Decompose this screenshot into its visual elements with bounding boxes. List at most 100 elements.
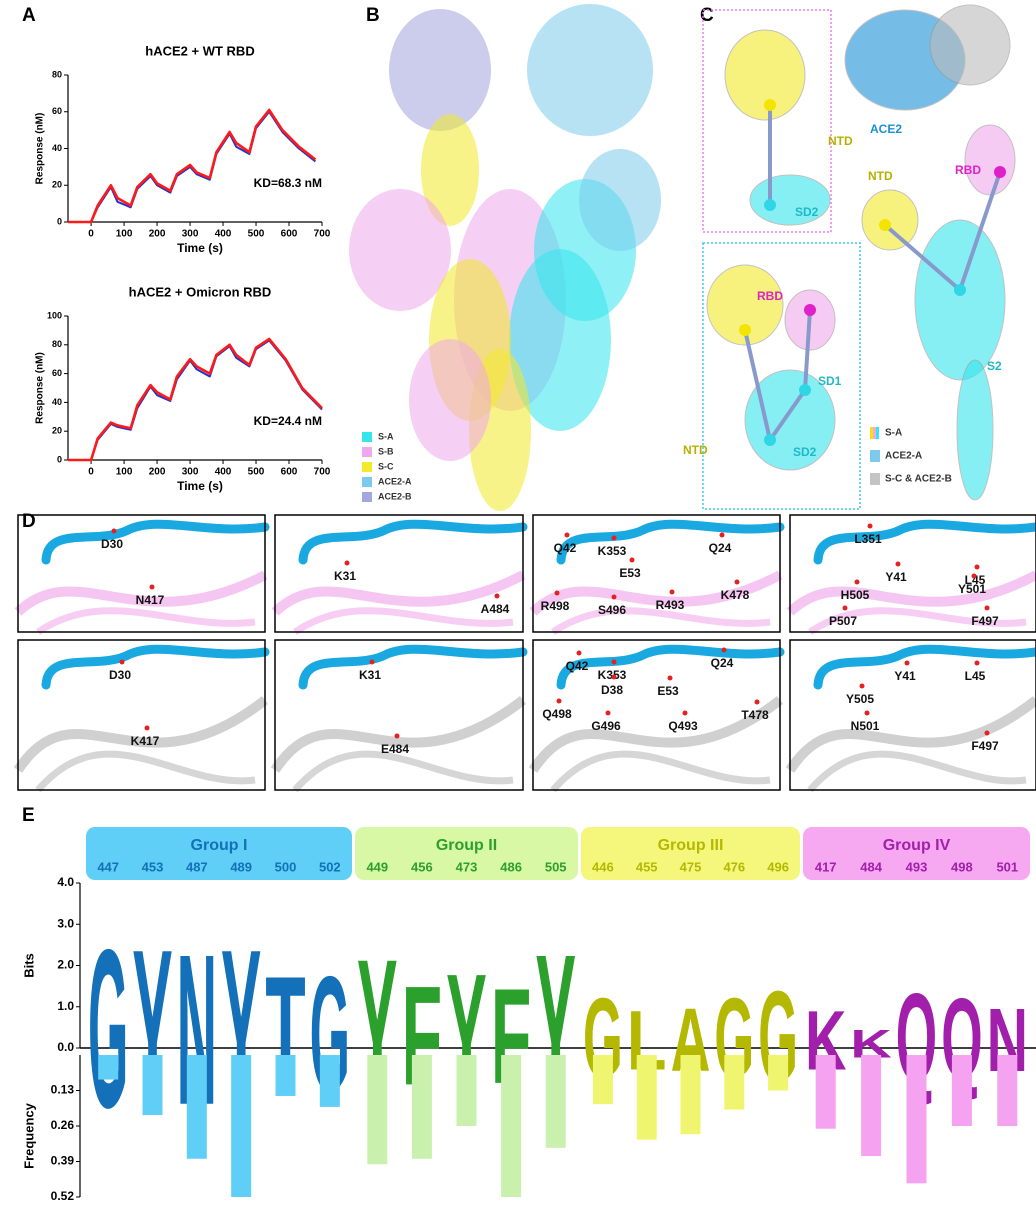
frequency-bar (412, 1055, 432, 1159)
legend-label: S-A (885, 428, 902, 439)
residue-label: K31 (334, 569, 356, 583)
frequency-bar (952, 1055, 972, 1126)
domain-blob (957, 360, 993, 500)
domain-center (764, 434, 776, 446)
page: ABCDEhACE2 + WT RBD020406080010020030040… (0, 0, 1036, 1205)
protein-blob (580, 150, 660, 250)
helix (303, 649, 523, 685)
atom (720, 533, 725, 538)
atom (905, 661, 910, 666)
y-tick-label: 40 (52, 397, 62, 407)
x-tick-label: 600 (281, 229, 298, 240)
position-label: 473 (456, 859, 478, 874)
domain-blob (965, 125, 1015, 195)
residue-label: E484 (381, 742, 409, 756)
x-tick-label: 300 (182, 467, 199, 478)
domain-center (954, 284, 966, 296)
residue-label: K478 (721, 588, 750, 602)
domain-center (764, 199, 776, 211)
legend-label: S-B (378, 446, 394, 456)
freq-tick-label: 0.52 (51, 1189, 75, 1203)
panel-frame (790, 640, 1036, 790)
legend-label: S-C & ACE2-B (885, 474, 952, 485)
legend-swatch (362, 447, 372, 457)
residue-label: L45 (965, 669, 986, 683)
residue-label: Y41 (894, 669, 916, 683)
ribbon (553, 611, 770, 632)
x-tick-label: 500 (248, 467, 265, 478)
ribbon (810, 754, 1026, 790)
atom (555, 591, 560, 596)
group-name: Group I (191, 837, 248, 854)
legend-swatch (876, 427, 879, 439)
freq-tick-label: 0.26 (51, 1118, 75, 1132)
position-label: 456 (411, 859, 433, 874)
residue-label: F497 (971, 614, 999, 628)
residue-label: R498 (541, 599, 570, 613)
residue-label: K31 (359, 668, 381, 682)
chart-title: hACE2 + WT RBD (145, 43, 254, 58)
position-label: 496 (767, 859, 789, 874)
residue-label: E53 (657, 684, 679, 698)
domain-center (739, 324, 751, 336)
residue-label: S496 (598, 603, 626, 617)
frequency-bar (593, 1055, 613, 1104)
legend-swatch (362, 462, 372, 472)
panel-letter: B (366, 5, 380, 26)
position-label: 484 (860, 859, 882, 874)
x-tick-label: 200 (149, 467, 166, 478)
frequency-bar (98, 1055, 118, 1080)
freq-tick-label: 0.13 (51, 1083, 75, 1097)
atom (670, 590, 675, 595)
legend-label: S-C (378, 461, 394, 471)
atom (683, 711, 688, 716)
atom (985, 606, 990, 611)
atom (755, 700, 760, 705)
x-tick-label: 0 (88, 467, 94, 478)
annotation: KD=24.4 nM (254, 414, 322, 428)
residue-label: D30 (101, 537, 123, 551)
protein-blob (350, 190, 450, 310)
domain-label: SD2 (793, 445, 817, 459)
residue-label: Q42 (554, 541, 577, 555)
panel-letter: E (22, 805, 35, 826)
position-label: 449 (366, 859, 388, 874)
position-label: 489 (230, 859, 252, 874)
ribbon (553, 754, 770, 790)
atom (972, 574, 977, 579)
panel-letter: C (700, 5, 714, 26)
frequency-bar (276, 1055, 296, 1096)
residue-label: L351 (854, 532, 882, 546)
domain-label: NTD (828, 134, 853, 148)
y-axis-label: Bits (21, 953, 36, 978)
atom (557, 699, 562, 704)
domain-center (764, 99, 776, 111)
frequency-bar (457, 1055, 477, 1126)
position-label: 498 (951, 859, 973, 874)
x-axis-label: Time (s) (177, 479, 223, 493)
residue-label: Q493 (668, 719, 698, 733)
frequency-bar (367, 1055, 387, 1164)
x-tick-label: 100 (116, 229, 133, 240)
domain-label: SD1 (818, 374, 842, 388)
helix (561, 524, 780, 560)
ribbon (790, 575, 1036, 612)
legend-label: ACE2-A (378, 476, 412, 486)
position-label: 453 (142, 859, 164, 874)
domain-center (799, 384, 811, 396)
position-label: 486 (500, 859, 522, 874)
residue-label: D30 (109, 668, 131, 682)
atom (612, 595, 617, 600)
frequency-bar (997, 1055, 1017, 1126)
protein-blob (528, 5, 652, 135)
legend-swatch (870, 450, 880, 462)
frequency-bar (861, 1055, 881, 1156)
legend-swatch (870, 427, 873, 439)
domain-center (994, 166, 1006, 178)
y-tick-label: 80 (52, 339, 62, 349)
y-tick-label: 60 (52, 106, 62, 116)
freq-tick-label: 0.39 (51, 1154, 75, 1168)
y-axis-label: Response (nM) (35, 352, 46, 424)
y-axis-label: Response (nM) (35, 113, 46, 185)
ribbon (295, 754, 513, 790)
